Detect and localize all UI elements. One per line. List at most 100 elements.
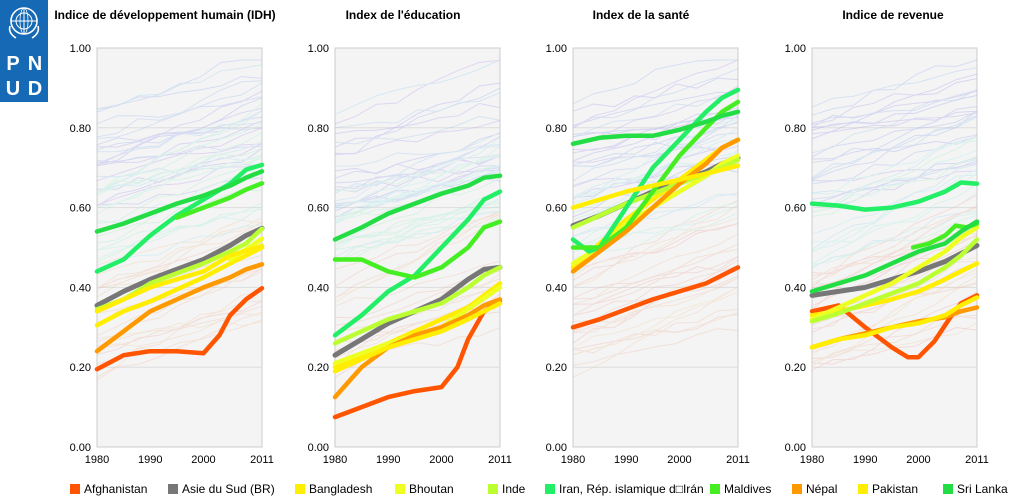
background-country-line	[572, 137, 739, 167]
y-tick-label: 0.40	[546, 282, 567, 294]
background-country-line	[572, 222, 739, 281]
undp-logo: P N U D	[0, 0, 48, 102]
background-country-line	[572, 118, 739, 199]
background-country-line	[96, 80, 263, 139]
panel-1: 0.00 0.20 0.40 0.60 0.80 1.00 1980 1990 2000 2011…	[54, 8, 275, 466]
series-line-inde	[809, 237, 980, 324]
background-country-line	[811, 194, 978, 277]
background-country-line	[334, 155, 501, 206]
series-line-sri-lanka	[570, 109, 741, 147]
background-country-line	[572, 248, 739, 300]
background-country-line	[811, 135, 978, 160]
background-country-line	[96, 90, 263, 166]
background-country-line	[572, 193, 739, 237]
background-country-line	[811, 157, 978, 205]
background-country-line	[334, 296, 501, 352]
y-tick-label: 1.00	[785, 43, 806, 55]
background-country-line	[572, 275, 739, 333]
y-tick-label: 0.40	[70, 282, 91, 294]
background-country-line	[96, 148, 263, 190]
background-country-line	[572, 112, 739, 151]
background-country-line	[811, 214, 978, 268]
background-country-line	[572, 313, 739, 351]
legend-label: Asie du Sud (BR)	[182, 482, 275, 496]
background-country-line	[334, 166, 501, 193]
background-country-line	[572, 157, 739, 188]
background-country-line	[811, 94, 978, 140]
x-tick-label: 2011	[965, 454, 989, 466]
x-tick-label: 2011	[726, 454, 750, 466]
background-country-line	[811, 160, 978, 200]
background-country-line	[96, 206, 263, 260]
y-tick-label: 1.00	[546, 43, 567, 55]
series-line-pakistan	[570, 163, 741, 210]
series-line-asie-du-sud-br-	[94, 225, 265, 308]
x-tick-label: 1980	[85, 454, 109, 466]
background-country-line	[96, 59, 262, 113]
series-line-iran-r-p-islamique-d-ir-n	[94, 162, 265, 274]
background-country-line	[96, 300, 263, 347]
background-country-line	[334, 164, 501, 224]
y-tick-label: 0.60	[308, 203, 329, 215]
legend-item: Pakistan	[858, 481, 918, 497]
background-country-line	[811, 140, 978, 195]
background-country-line	[334, 115, 501, 145]
background-country-line	[96, 208, 263, 263]
legend-swatch	[545, 484, 555, 494]
background-country-line	[96, 155, 263, 224]
background-country-line	[96, 143, 263, 167]
background-country-line	[811, 174, 978, 235]
panel-2: 0.00 0.20 0.40 0.60 0.80 1.00 1980 1990 2000 2011…	[308, 8, 512, 466]
legend-swatch	[792, 484, 802, 494]
background-country-line	[96, 103, 263, 194]
background-country-line	[96, 124, 263, 194]
background-country-line	[334, 202, 501, 247]
x-tick-label: 2000	[906, 454, 930, 466]
legend-item: Bhoutan	[395, 481, 454, 497]
background-country-line	[334, 155, 501, 190]
background-country-line	[811, 116, 978, 180]
background-country-line	[334, 143, 501, 167]
series-line-maldives	[332, 219, 503, 280]
legend-label: Inde	[502, 482, 526, 496]
legend-swatch	[168, 484, 178, 494]
background-country-line	[334, 212, 501, 303]
series-line-afghanistan	[94, 285, 265, 372]
background-country-line	[96, 155, 263, 194]
background-country-line	[96, 157, 263, 196]
background-country-line	[572, 132, 739, 166]
background-country-line	[96, 222, 263, 298]
legend-label: Bangladesh	[309, 482, 373, 496]
series-line-pakistan	[94, 243, 265, 314]
y-tick-label: 0.00	[785, 442, 806, 454]
background-country-line	[572, 291, 739, 349]
background-country-line	[334, 155, 501, 175]
chart-title: Indice de développement humain (IDH)	[54, 8, 275, 22]
chart-title: Index de la santé	[593, 8, 690, 22]
legend-label: Pakistan	[872, 482, 919, 496]
series-line-sri-lanka	[94, 169, 265, 234]
y-tick-label: 0.00	[70, 442, 91, 454]
x-tick-label: 1990	[376, 454, 400, 466]
background-country-line	[96, 157, 263, 209]
background-country-line	[334, 194, 501, 265]
background-country-line	[334, 132, 501, 179]
series-line-iran-r-p-islamique-d-ir-n	[332, 189, 503, 338]
series-line-pakistan	[809, 295, 980, 350]
background-country-line	[572, 122, 739, 168]
background-country-line	[334, 59, 501, 125]
y-tick-label: 0.20	[70, 362, 91, 374]
background-lines	[96, 59, 263, 381]
y-tick-label: 0.80	[785, 123, 806, 135]
x-tick-label: 1990	[853, 454, 877, 466]
legend-swatch	[488, 484, 498, 494]
background-country-line	[96, 305, 263, 349]
series-line-iran-r-p-islamique-d-ir-n	[570, 87, 741, 254]
x-tick-label: 1990	[614, 454, 638, 466]
series-line-iran-r-p-islamique-d-ir-n	[809, 180, 980, 212]
background-country-line	[811, 106, 978, 158]
background-country-line	[572, 259, 739, 316]
background-country-line	[334, 170, 501, 218]
background-country-line	[811, 110, 978, 163]
background-country-line	[572, 223, 739, 271]
